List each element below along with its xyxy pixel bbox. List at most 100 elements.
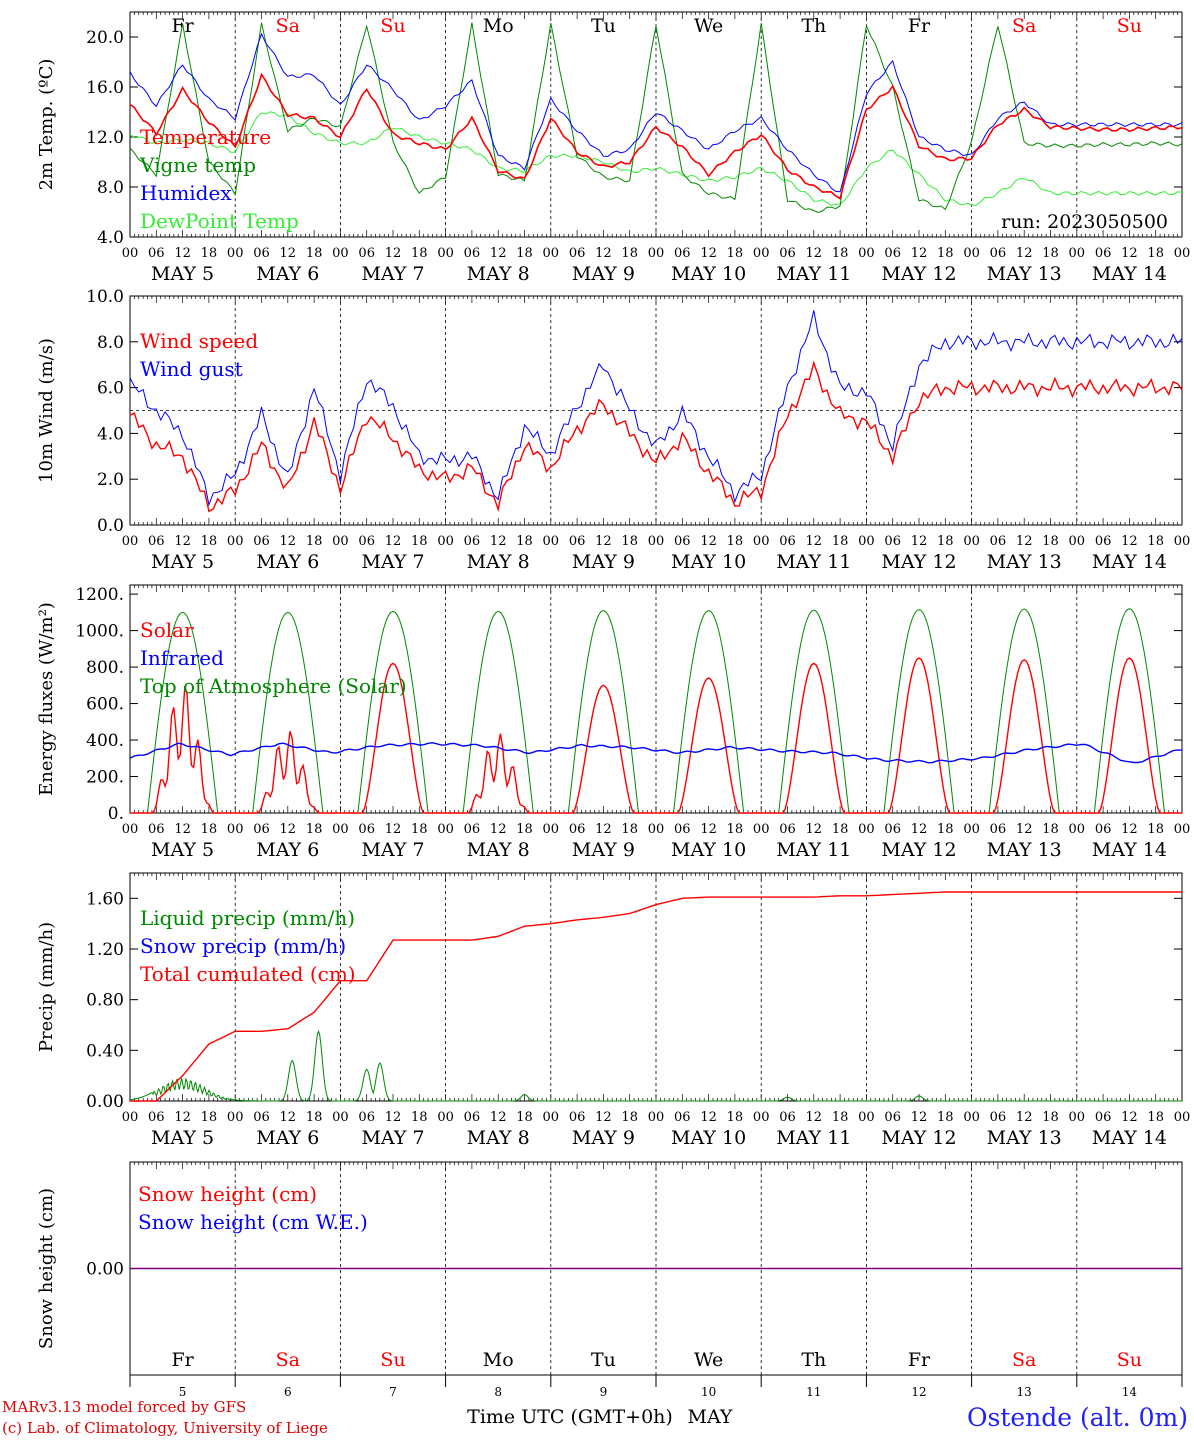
hour-tick-label: 00 [122, 822, 139, 837]
hour-tick-label: 06 [884, 1110, 901, 1125]
y-tick-label: 16.0 [86, 78, 124, 98]
y-tick-label: 0.00 [86, 1092, 124, 1112]
date-label: MAY 11 [776, 551, 851, 573]
weekday-label: Mo [483, 1349, 514, 1371]
weekday-label: Su [1117, 15, 1142, 37]
hour-tick-label: 00 [1069, 822, 1086, 837]
weekday-label: Th [801, 15, 826, 37]
y-tick-label: 1.60 [86, 889, 124, 909]
hour-tick-label: 06 [358, 534, 375, 549]
hour-tick-label: 06 [464, 1110, 481, 1125]
hour-tick-label: 06 [1095, 822, 1112, 837]
legend-entry: Wind gust [140, 357, 243, 381]
date-label: MAY 5 [151, 839, 214, 861]
run-annotation: run: 2023050500 [1001, 211, 1168, 233]
hour-tick-label: 00 [753, 534, 770, 549]
date-label: MAY 13 [987, 551, 1062, 573]
hour-tick-label: 12 [595, 822, 612, 837]
hour-tick-label: 12 [385, 822, 402, 837]
date-label: MAY 8 [467, 839, 530, 861]
hour-tick-label: 18 [1147, 822, 1164, 837]
hour-tick-label: 18 [1042, 534, 1059, 549]
y-axis-label: Precip (mm/h) [36, 922, 57, 1052]
day-number-label: 9 [600, 1385, 608, 1399]
date-label: MAY 9 [572, 1127, 635, 1149]
hour-tick-label: 18 [621, 1110, 638, 1125]
hour-tick-label: 00 [648, 534, 665, 549]
hour-tick-label: 06 [253, 246, 270, 261]
y-tick-label: 0. [108, 804, 124, 824]
hour-tick-label: 18 [727, 822, 744, 837]
series-line-humidex [130, 32, 1182, 193]
hour-tick-label: 12 [911, 822, 928, 837]
hour-tick-label: 12 [595, 1110, 612, 1125]
hour-tick-label: 12 [385, 246, 402, 261]
hour-tick-label: 12 [174, 246, 191, 261]
hour-tick-label: 00 [1069, 1110, 1086, 1125]
hour-tick-label: 06 [569, 534, 586, 549]
hour-tick-label: 00 [437, 246, 454, 261]
legend-entry: Humidex [140, 181, 232, 205]
weekday-label: We [694, 1349, 723, 1371]
date-label: MAY 5 [151, 1127, 214, 1149]
hour-tick-label: 18 [516, 1110, 533, 1125]
series-line-wind-speed [129, 360, 1183, 513]
hour-tick-label: 12 [1121, 1110, 1138, 1125]
legend-entry: Liquid precip (mm/h) [140, 906, 355, 930]
hour-tick-label: 06 [1095, 1110, 1112, 1125]
day-number-label: 13 [1017, 1385, 1032, 1399]
y-tick-label: 400. [86, 731, 124, 751]
hour-tick-label: 06 [990, 1110, 1007, 1125]
hour-tick-label: 06 [569, 822, 586, 837]
day-number-label: 6 [284, 1385, 292, 1399]
weekday-label: Sa [1012, 1349, 1036, 1371]
hour-tick-label: 00 [1174, 246, 1191, 261]
date-label: MAY 14 [1092, 263, 1167, 285]
hour-tick-label: 00 [543, 1110, 560, 1125]
hour-tick-label: 06 [884, 822, 901, 837]
hour-tick-label: 00 [1174, 534, 1191, 549]
hour-tick-label: 12 [700, 1110, 717, 1125]
date-label: MAY 11 [776, 839, 851, 861]
weekday-label: Fr [908, 1349, 931, 1371]
hour-tick-label: 18 [201, 246, 218, 261]
date-label: MAY 10 [671, 263, 746, 285]
date-label: MAY 14 [1092, 1127, 1167, 1149]
y-tick-label: 8.0 [97, 333, 124, 353]
hour-tick-label: 12 [595, 246, 612, 261]
date-label: MAY 9 [572, 839, 635, 861]
hour-tick-label: 00 [332, 246, 349, 261]
legend-entry: Infrared [140, 646, 224, 670]
hour-tick-label: 00 [543, 246, 560, 261]
hour-tick-label: 06 [990, 822, 1007, 837]
hour-tick-label: 00 [648, 246, 665, 261]
hour-tick-label: 12 [700, 246, 717, 261]
hour-tick-label: 00 [332, 822, 349, 837]
hour-tick-label: 00 [437, 822, 454, 837]
hour-tick-label: 06 [569, 1110, 586, 1125]
legend-entry: Top of Atmosphere (Solar) [140, 674, 407, 698]
date-label: MAY 13 [987, 263, 1062, 285]
hour-tick-label: 18 [727, 1110, 744, 1125]
hour-tick-label: 12 [1016, 1110, 1033, 1125]
hour-tick-label: 18 [1042, 822, 1059, 837]
hour-tick-label: 12 [1121, 246, 1138, 261]
hour-tick-label: 00 [648, 1110, 665, 1125]
hour-tick-label: 18 [832, 534, 849, 549]
hour-tick-label: 00 [122, 246, 139, 261]
hour-tick-label: 00 [543, 822, 560, 837]
date-label: MAY 6 [256, 551, 319, 573]
y-tick-label: 0.0 [97, 516, 124, 536]
series-line-liquid-precip [129, 1029, 1182, 1102]
hour-tick-label: 18 [621, 534, 638, 549]
date-label: MAY 11 [776, 1127, 851, 1149]
hour-tick-label: 18 [516, 246, 533, 261]
hour-tick-label: 12 [385, 1110, 402, 1125]
hour-tick-label: 06 [148, 822, 165, 837]
y-tick-label: 4.0 [97, 424, 124, 444]
hour-tick-label: 00 [1174, 822, 1191, 837]
legend-entry: DewPoint Temp [140, 209, 299, 233]
hour-tick-label: 00 [227, 534, 244, 549]
x-axis-label: Time UTC (GMT+0h) [467, 1406, 673, 1428]
